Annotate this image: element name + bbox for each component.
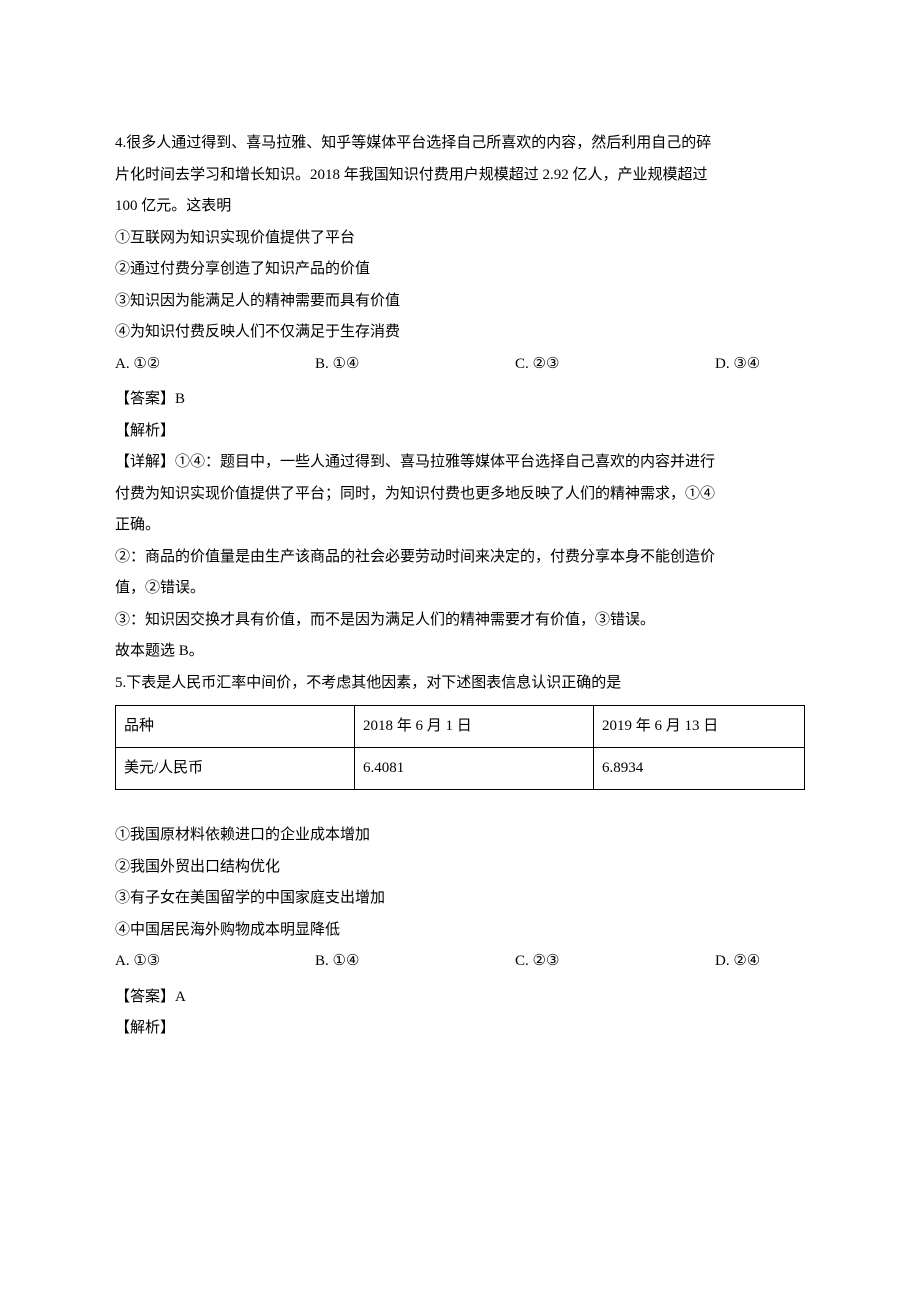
q4-detail-line6: ③：知识因交换才具有价值，而不是因为满足人们的精神需要才有价值，③错误。 — [115, 605, 805, 637]
q5-exchange-rate-table: 品种 2018 年 6 月 1 日 2019 年 6 月 13 日 美元/人民币… — [115, 705, 805, 790]
q4-statement-1: ①互联网为知识实现价值提供了平台 — [115, 223, 805, 255]
q4-detail-line4: ②：商品的价值量是由生产该商品的社会必要劳动时间来决定的，付费分享本身不能创造价 — [115, 542, 805, 574]
q4-statement-3: ③知识因为能满足人的精神需要而具有价值 — [115, 286, 805, 318]
q4-analysis-header: 【解析】 — [115, 416, 805, 448]
table-header-kind: 品种 — [116, 706, 355, 748]
q4-option-c: C. ②③ — [515, 349, 715, 381]
q4-option-a: A. ①② — [115, 349, 315, 381]
table-header-date2: 2019 年 6 月 13 日 — [594, 706, 805, 748]
q4-detail-line5: 值，②错误。 — [115, 573, 805, 605]
q4-option-b: B. ①④ — [315, 349, 515, 381]
q5-option-d: D. ②④ — [715, 946, 760, 978]
table-cell-rate2: 6.8934 — [594, 748, 805, 790]
table-cell-rate1: 6.4081 — [355, 748, 594, 790]
q4-answer: 【答案】B — [115, 384, 805, 416]
q4-stem-line1: 4.很多人通过得到、喜马拉雅、知乎等媒体平台选择自己所喜欢的内容，然后利用自己的… — [115, 128, 805, 160]
table-row-data: 美元/人民币 6.4081 6.8934 — [116, 748, 805, 790]
table-row-header: 品种 2018 年 6 月 1 日 2019 年 6 月 13 日 — [116, 706, 805, 748]
q5-options-row: A. ①③ B. ①④ C. ②③ D. ②④ — [115, 946, 805, 978]
q5-option-a: A. ①③ — [115, 946, 315, 978]
q4-statement-2: ②通过付费分享创造了知识产品的价值 — [115, 254, 805, 286]
table-cell-pair: 美元/人民币 — [116, 748, 355, 790]
q4-option-d: D. ③④ — [715, 349, 760, 381]
q4-stem-line3: 100 亿元。这表明 — [115, 191, 805, 223]
q5-analysis-header: 【解析】 — [115, 1013, 805, 1045]
table-bottom-gap — [115, 798, 805, 820]
q5-statement-4: ④中国居民海外购物成本明显降低 — [115, 915, 805, 947]
q5-answer: 【答案】A — [115, 982, 805, 1014]
q4-detail-line1: 【详解】①④：题目中，一些人通过得到、喜马拉雅等媒体平台选择自己喜欢的内容并进行 — [115, 447, 805, 479]
q4-stem-line2: 片化时间去学习和增长知识。2018 年我国知识付费用户规模超过 2.92 亿人，… — [115, 160, 805, 192]
q5-statement-1: ①我国原材料依赖进口的企业成本增加 — [115, 820, 805, 852]
q5-option-b: B. ①④ — [315, 946, 515, 978]
q4-detail-line2: 付费为知识实现价值提供了平台；同时，为知识付费也更多地反映了人们的精神需求，①④ — [115, 479, 805, 511]
q4-options-row: A. ①② B. ①④ C. ②③ D. ③④ — [115, 349, 805, 381]
q5-statement-3: ③有子女在美国留学的中国家庭支出增加 — [115, 883, 805, 915]
q5-statement-2: ②我国外贸出口结构优化 — [115, 852, 805, 884]
q4-statement-4: ④为知识付费反映人们不仅满足于生存消费 — [115, 317, 805, 349]
page-root: 4.很多人通过得到、喜马拉雅、知乎等媒体平台选择自己所喜欢的内容，然后利用自己的… — [0, 0, 920, 1302]
table-header-date1: 2018 年 6 月 1 日 — [355, 706, 594, 748]
q5-stem: 5.下表是人民币汇率中间价，不考虑其他因素，对下述图表信息认识正确的是 — [115, 668, 805, 700]
q4-detail-line3: 正确。 — [115, 510, 805, 542]
q5-option-c: C. ②③ — [515, 946, 715, 978]
q4-detail-line7: 故本题选 B。 — [115, 636, 805, 668]
